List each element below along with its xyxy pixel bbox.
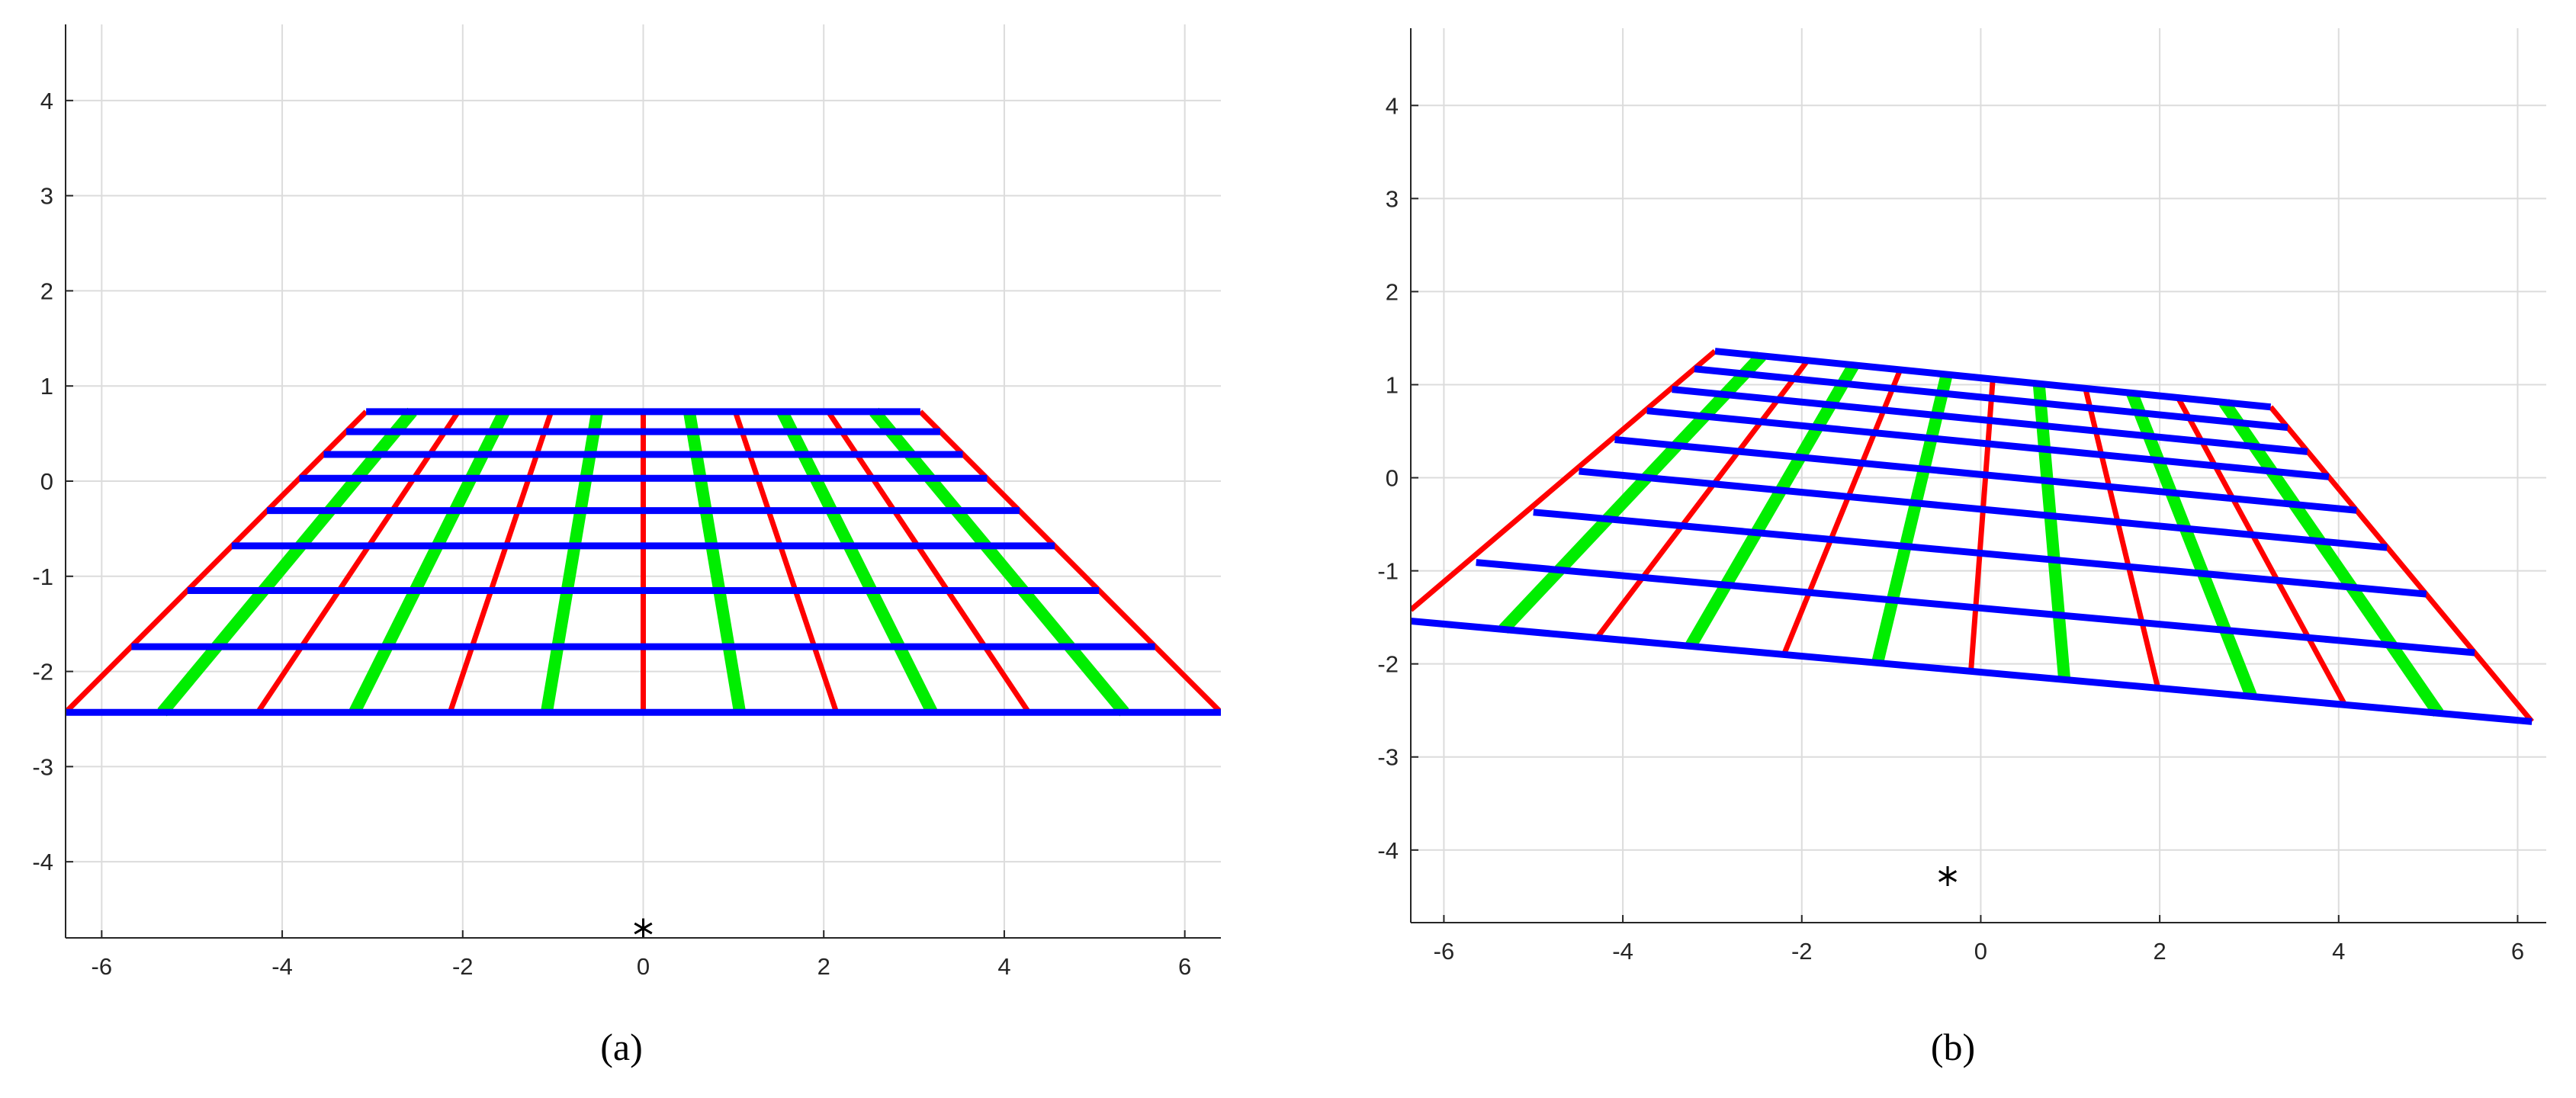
y-tick-label: 2: [40, 278, 53, 304]
x-tick-label: 2: [2153, 938, 2166, 965]
x-tick-label: -6: [92, 953, 113, 980]
x-tick-label: 2: [817, 953, 830, 980]
grid-segments: [1498, 352, 2444, 717]
grid-segments: [157, 407, 1129, 717]
plot-area: [1411, 348, 2534, 725]
y-tick-label: -4: [32, 849, 53, 875]
plot-area: [66, 407, 1221, 717]
x-tick-label: -2: [452, 953, 474, 980]
grid-segments: [1411, 348, 2533, 725]
x-tick-label: -6: [1434, 938, 1455, 965]
x-tick-label: -4: [1612, 938, 1633, 965]
x-tick-label: 0: [1974, 938, 1987, 965]
x-tick-label: 4: [2332, 938, 2345, 965]
y-tick-label: 1: [40, 373, 53, 400]
marker: [634, 918, 653, 939]
x-tick-label: -4: [271, 953, 293, 980]
x-tick-label: 4: [997, 953, 1010, 980]
x-tick-label: 6: [2511, 938, 2524, 965]
y-tick-label: 0: [1386, 465, 1399, 492]
x-tick-label: 0: [637, 953, 650, 980]
y-tick-label: 2: [1386, 278, 1399, 305]
y-tick-label: -3: [1377, 744, 1399, 771]
y-tick-label: -2: [1377, 651, 1399, 678]
panel: -6 -4 -2 0 2 4 6 -4 -3 -2 -1 0 1 2 3 4 (a): [32, 24, 1221, 1068]
y-tick-label: 0: [40, 468, 53, 495]
y-tick-label: 1: [1386, 371, 1399, 398]
grid-segments: [1411, 348, 2534, 724]
y-tick-label: 3: [1386, 185, 1399, 212]
grid-segments: [66, 409, 1221, 714]
caption: (b): [1931, 1026, 1975, 1068]
y-tick-label: -3: [32, 753, 53, 780]
y-tick-label: -1: [1377, 558, 1399, 585]
x-tick-label: -2: [1791, 938, 1813, 965]
y-tick-label: -4: [1377, 837, 1399, 864]
panel: -6 -4 -2 0 2 4 6 -4 -3 -2 -1 0 1 2 3 4 (b): [1377, 28, 2546, 1068]
y-tick-label: 4: [40, 88, 53, 114]
marker: [1938, 865, 1958, 886]
y-tick-label: 4: [1386, 92, 1399, 119]
y-tick-label: -2: [32, 659, 53, 685]
x-tick-label: 6: [1178, 953, 1191, 980]
grid-segments: [66, 408, 1221, 716]
y-tick-label: 3: [40, 183, 53, 210]
caption: (a): [600, 1026, 643, 1068]
y-tick-label: -1: [32, 563, 53, 590]
